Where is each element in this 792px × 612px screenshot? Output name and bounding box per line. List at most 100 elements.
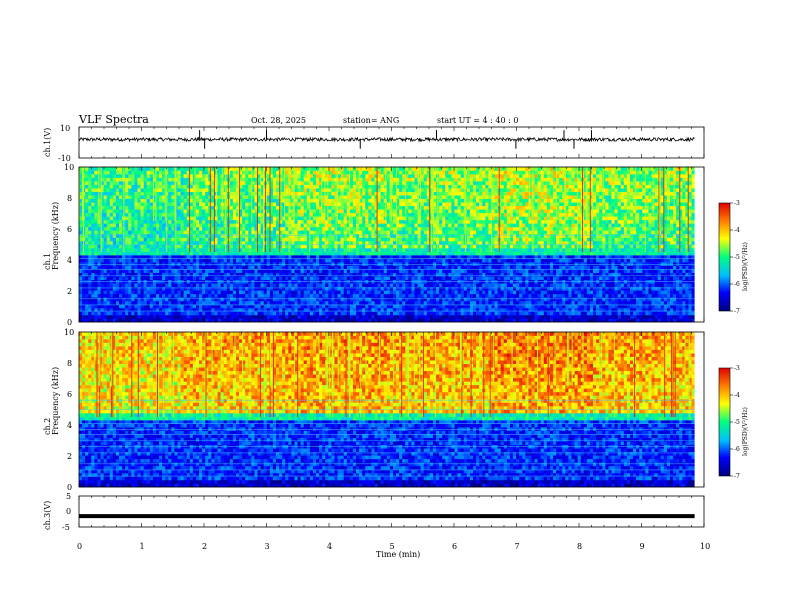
spectrogram-cell [276, 198, 280, 203]
spectrogram-cell [402, 230, 406, 235]
spectrogram-cell [155, 195, 160, 199]
spectrogram-cell [186, 255, 191, 259]
spectrogram-cell [322, 311, 326, 316]
spectrogram-cell [260, 269, 264, 273]
spectrogram-cell [245, 297, 249, 302]
spectrogram-cell [85, 209, 89, 214]
spectrogram-cell [269, 216, 274, 221]
spectrogram-cell [408, 177, 412, 182]
spectrogram-cell [251, 272, 255, 277]
spectrogram-cell [325, 293, 329, 298]
spectrogram-cell [79, 198, 83, 203]
spectrogram-cell [103, 314, 108, 319]
spectrogram-cell [100, 181, 104, 185]
spectrogram-cell [119, 300, 123, 305]
spectrogram-cell [171, 216, 175, 221]
spectrogram-cell [112, 181, 117, 185]
spectrogram-cell [282, 293, 286, 298]
spectrogram-cell [392, 297, 397, 302]
spectrogram-cell [371, 286, 375, 291]
spectrogram-cell [380, 188, 385, 192]
spectrogram-cell [383, 300, 388, 305]
spectrogram-cell [306, 297, 311, 302]
spectrogram-cell [214, 276, 218, 281]
spectrogram-cell [128, 244, 132, 249]
spectrogram-cell [128, 251, 132, 256]
spectrogram-cell [386, 293, 391, 298]
spectrogram-cell [374, 226, 378, 231]
spectrogram-cell [371, 202, 375, 207]
spectrogram-cell [340, 251, 345, 256]
spectrogram-cell [137, 212, 141, 217]
spectrogram-cell [279, 265, 283, 270]
spectrogram-cell [180, 177, 184, 182]
spectrogram-cell [128, 226, 132, 231]
spectrogram-cell [266, 170, 271, 175]
spectrogram-cell [146, 240, 151, 245]
spectrogram-cell [115, 307, 120, 312]
spectrogram-cell [140, 216, 144, 221]
spectrogram-cell [365, 318, 369, 323]
spectrogram-cell [392, 174, 397, 178]
spectrogram-cell [386, 240, 391, 245]
spectrogram-cell [88, 198, 92, 203]
spectrogram-cell [239, 290, 243, 295]
spectrogram-cell [392, 300, 397, 305]
spectrogram-cell [235, 216, 240, 221]
spectrogram-cell [359, 244, 363, 249]
spectrogram-cell [306, 300, 311, 305]
spectrogram-cell [152, 205, 157, 210]
spectrogram-cell [183, 184, 188, 189]
spectrogram-cell [183, 237, 188, 242]
spectrogram-cell [300, 297, 305, 302]
spectrogram-cell [396, 216, 400, 221]
spectrogram-cell [103, 177, 108, 182]
spectrogram-cell [306, 226, 311, 231]
spectrogram-cell [346, 290, 351, 295]
spectrogram-column [131, 167, 135, 323]
spectrogram-cell [171, 304, 175, 309]
spectrogram-cell [362, 202, 366, 207]
spectrogram-cell [405, 240, 409, 245]
spectrogram-cell [140, 230, 144, 235]
spectrogram-cell [300, 212, 305, 217]
spectrogram-cell [399, 262, 403, 266]
spectrogram-cell [334, 255, 338, 259]
spectrogram-cell [340, 188, 345, 192]
spectrogram-cell [79, 251, 83, 256]
spectrogram-cell [362, 283, 366, 288]
spectrogram-cell [356, 272, 360, 277]
spectrogram-cell [392, 255, 397, 259]
spectrogram-cell [189, 212, 194, 217]
spectrogram-cell [322, 223, 326, 228]
spectrogram-cell [140, 283, 144, 288]
spectrogram-cell [414, 304, 418, 309]
spectrogram-cell [269, 304, 274, 309]
spectrogram-cell [297, 255, 301, 259]
spectrogram-cell [192, 307, 197, 312]
spectrogram-cell [143, 216, 148, 221]
spectrogram-cell [202, 191, 206, 196]
spectrogram-cell [269, 290, 274, 295]
spectrogram-cell [340, 209, 345, 214]
spectrogram-cell [266, 251, 271, 256]
spectrogram-cell [199, 230, 203, 235]
spectrogram-cell [300, 230, 305, 235]
spectrogram-cell [79, 304, 83, 309]
spectrogram-cell [149, 188, 154, 192]
spectrogram-cell [131, 184, 135, 189]
spectrogram-cell [402, 300, 406, 305]
spectrogram-cell [331, 216, 335, 221]
spectrogram-cell [316, 265, 320, 270]
spectrogram-cell [217, 300, 221, 305]
spectrogram-cell [134, 248, 138, 252]
spectrogram-cell [331, 237, 335, 242]
spectrogram-cell [316, 248, 320, 252]
spectrogram-cell [202, 198, 206, 203]
spectrogram-cell [109, 174, 114, 178]
spectrogram-cell [328, 237, 332, 242]
spectrogram-cell [371, 307, 375, 312]
spectrogram-cell [328, 251, 332, 256]
spectrogram-cell [365, 297, 369, 302]
spectrogram-cell [392, 265, 397, 270]
